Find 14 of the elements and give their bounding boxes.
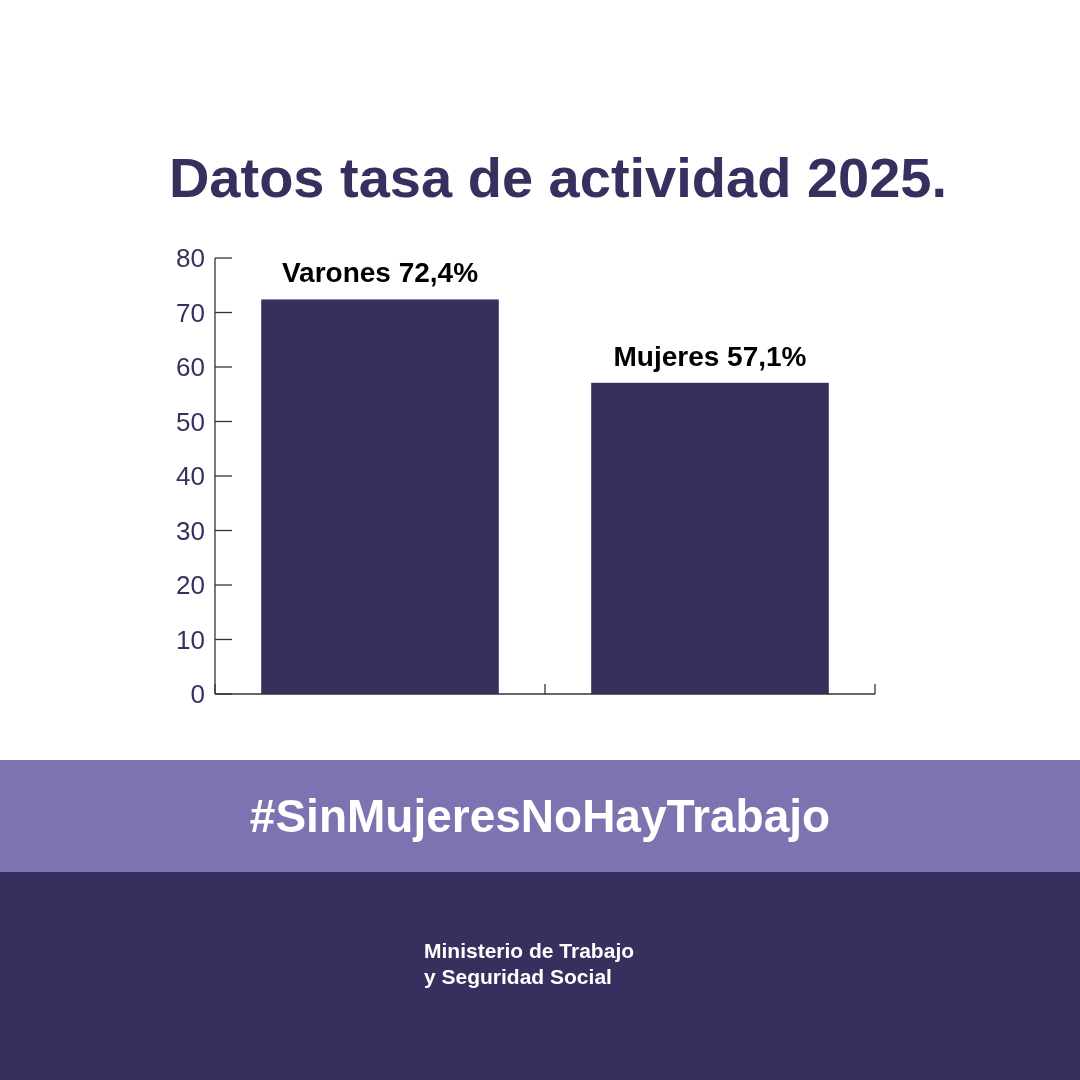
y-tick-label: 0: [190, 679, 205, 710]
y-tick-label: 30: [176, 515, 205, 546]
y-tick-label: 70: [176, 297, 205, 328]
y-tick-label: 50: [176, 406, 205, 437]
y-tick-label: 20: [176, 570, 205, 601]
data-label: Mujeres 57,1%: [613, 340, 807, 372]
data-label: Varones 72,4%: [281, 257, 479, 289]
y-tick-label: 60: [176, 352, 205, 383]
y-tick-label: 80: [176, 243, 205, 274]
y-tick-label: 40: [176, 461, 205, 492]
text: Ministerio de Trabajo y Seguridad Social: [424, 939, 635, 988]
chart-title: Datos tasa de actividad 2025.: [168, 146, 948, 209]
y-tick-label: 10: [176, 624, 205, 655]
text: #SinMujeresNoHayTrabajo: [249, 790, 831, 842]
